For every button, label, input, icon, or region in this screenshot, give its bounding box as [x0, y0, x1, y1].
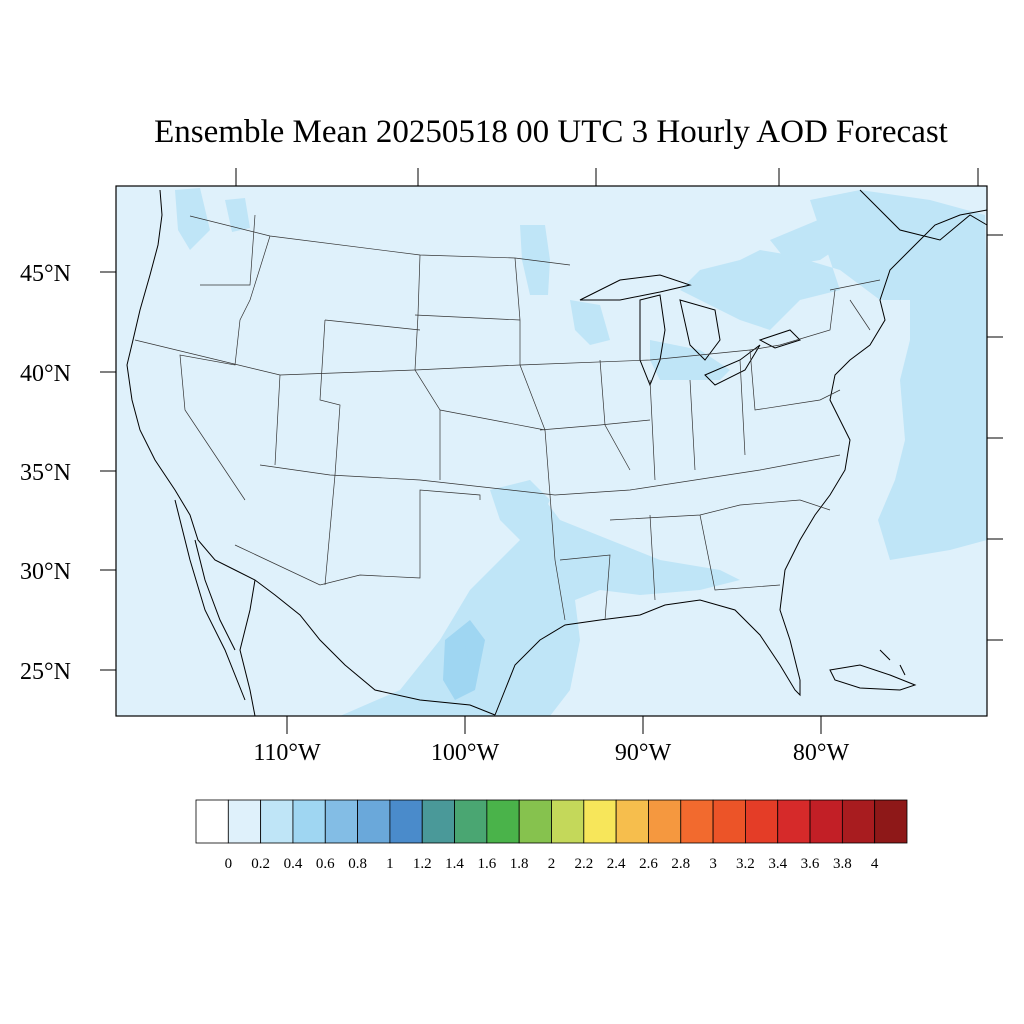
aod-plumes [175, 188, 987, 716]
lake-michigan [639, 294, 666, 387]
colorbar-label: 2 [548, 856, 556, 872]
plume-idaho [225, 198, 250, 232]
colorbar-label: 3 [709, 856, 717, 872]
colorbar: 0 0.2 0.4 0.6 0.8 1 1.2 1.4 1.6 1.8 2 2.2 2.4 2.6 2.8 3… [195, 799, 908, 872]
colorbar-label: 3.8 [833, 856, 852, 872]
longitude-labels: 110°W 100°W 90°W 80°W [253, 740, 849, 766]
lon-label-100: 100°W [431, 740, 500, 766]
lat-label-40: 40°N [20, 361, 71, 387]
colorbar-label: 3.2 [736, 856, 755, 872]
colorbar-swatch [486, 799, 520, 844]
lake-huron [679, 299, 721, 361]
colorbar-swatch [841, 799, 876, 844]
plume-wisconsin [570, 300, 610, 345]
colorbar-label: 3.6 [801, 856, 820, 872]
colorbar-label: 0.2 [251, 856, 270, 872]
colorbar-swatch [389, 799, 423, 844]
coastlines [126, 189, 988, 717]
lon-label-80: 80°W [793, 740, 850, 766]
colorbar-swatch [809, 799, 843, 844]
state-borders [134, 214, 881, 621]
lat-label-30: 30°N [20, 559, 71, 585]
colorbar-label: 0.4 [284, 856, 303, 872]
colorbar-swatch [680, 799, 714, 844]
plume-canada-north [770, 215, 850, 265]
plume-minnesota [520, 225, 550, 295]
map-panel [115, 185, 988, 717]
colorbar-swatch [518, 799, 552, 844]
lake-superior [579, 274, 692, 301]
colorbar-label: 2.4 [607, 856, 626, 872]
colorbar-swatch [874, 799, 908, 844]
colorbar-label: 1.8 [510, 856, 529, 872]
colorbar-label: 2.8 [671, 856, 690, 872]
colorbar-label: 0.8 [348, 856, 367, 872]
plume-texas-core [448, 645, 470, 680]
lake-ontario [758, 329, 801, 349]
plume-northwest [175, 188, 210, 250]
lake-erie [704, 344, 761, 386]
colorbar-swatch [357, 799, 391, 844]
plume-northeast [680, 190, 987, 330]
lat-label-45: 45°N [20, 261, 71, 287]
colorbar-swatch [454, 799, 488, 844]
colorbar-swatch [583, 799, 617, 844]
colorbar-label: 1.4 [445, 856, 464, 872]
colorbar-label: 3.4 [768, 856, 787, 872]
left-ticks [100, 271, 116, 671]
map-frame [115, 185, 988, 717]
baja-outline [174, 499, 246, 701]
lat-label-35: 35°N [20, 460, 71, 486]
canada-east [859, 189, 988, 241]
colorbar-label: 4 [871, 856, 879, 872]
cuba-outline [829, 664, 917, 691]
map-title: Ensemble Mean 20250518 00 UTC 3 Hourly A… [154, 114, 948, 150]
colorbar-swatch [745, 799, 779, 844]
colorbar-swatch [648, 799, 682, 844]
bahamas-outline [879, 649, 906, 676]
lon-label-110: 110°W [253, 740, 321, 766]
colorbar-swatch [777, 799, 811, 844]
colorbar-swatch [195, 799, 229, 844]
colorbar-swatch [421, 799, 455, 844]
colorbar-label: 0 [225, 856, 233, 872]
colorbar-swatch [260, 799, 294, 844]
colorbar-swatch [712, 799, 746, 844]
latitude-labels: 45°N 40°N 35°N 30°N 25°N [20, 261, 71, 685]
plume-south-central [340, 480, 740, 716]
lon-label-90: 90°W [615, 740, 672, 766]
colorbar-label: 2.6 [639, 856, 658, 872]
right-ticks [987, 234, 1003, 641]
bottom-ticks [286, 716, 822, 734]
colorbar-swatch [227, 799, 262, 844]
colorbar-label: 1 [386, 856, 394, 872]
colorbar-swatch [292, 799, 326, 844]
plume-atlantic [878, 290, 987, 560]
colorbar-label: 0.6 [316, 856, 335, 872]
colorbar-swatch [615, 799, 649, 844]
top-ticks [235, 168, 979, 186]
colorbar-label: 2.2 [574, 856, 593, 872]
colorbar-label: 1.6 [477, 856, 496, 872]
us-outline [126, 189, 988, 716]
colorbar-swatch [551, 799, 585, 844]
mexico-outline [194, 539, 256, 717]
colorbar-swatch [324, 799, 358, 844]
plume-great-lakes [650, 340, 730, 380]
lat-label-25: 25°N [20, 659, 71, 685]
colorbar-label: 1.2 [413, 856, 432, 872]
